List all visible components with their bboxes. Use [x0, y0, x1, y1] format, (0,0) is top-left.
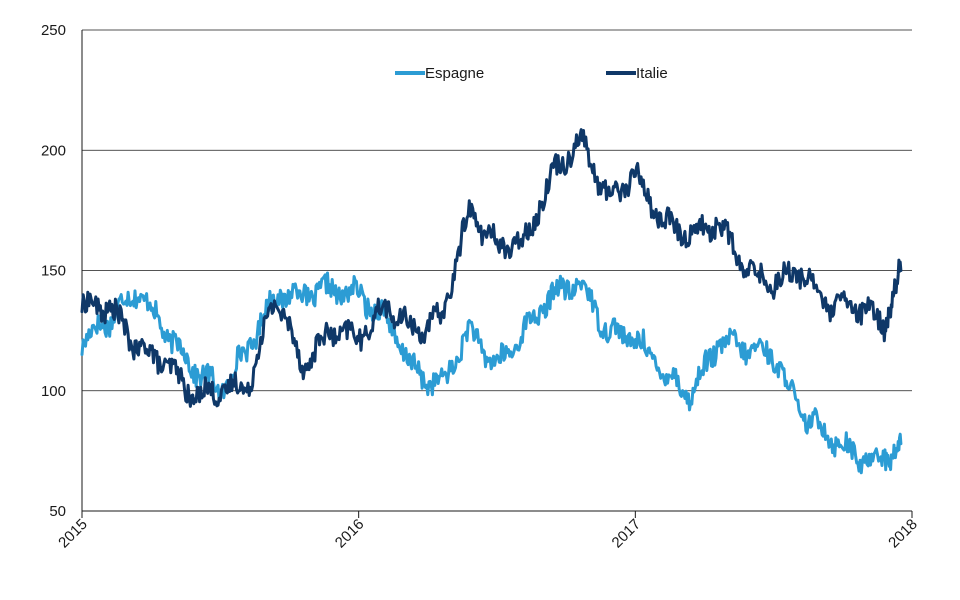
y-tick-label: 150 [41, 263, 66, 280]
series-lines [80, 128, 903, 475]
series-line-1 [80, 128, 903, 408]
y-tick-label: 200 [41, 142, 66, 159]
x-tick-label: 2018 [885, 516, 921, 552]
legend-label-0: Espagne [425, 65, 484, 82]
axes [81, 30, 913, 518]
series-line-0 [80, 271, 903, 475]
gridlines [82, 29, 912, 392]
x-tick-label: 2017 [609, 516, 645, 552]
y-tick-label: 250 [41, 22, 66, 39]
x-tick-labels: 2015 2016 2017 2018 [55, 516, 921, 552]
y-tick-label: 100 [41, 383, 66, 400]
x-tick-label: 2015 [55, 516, 91, 552]
legend: Espagne Italie [395, 65, 668, 82]
y-tick-labels: 50 100 150 200 250 [41, 22, 66, 520]
x-tick-label: 2016 [332, 516, 368, 552]
legend-label-1: Italie [636, 65, 668, 82]
y-tick-label: 50 [49, 503, 66, 520]
